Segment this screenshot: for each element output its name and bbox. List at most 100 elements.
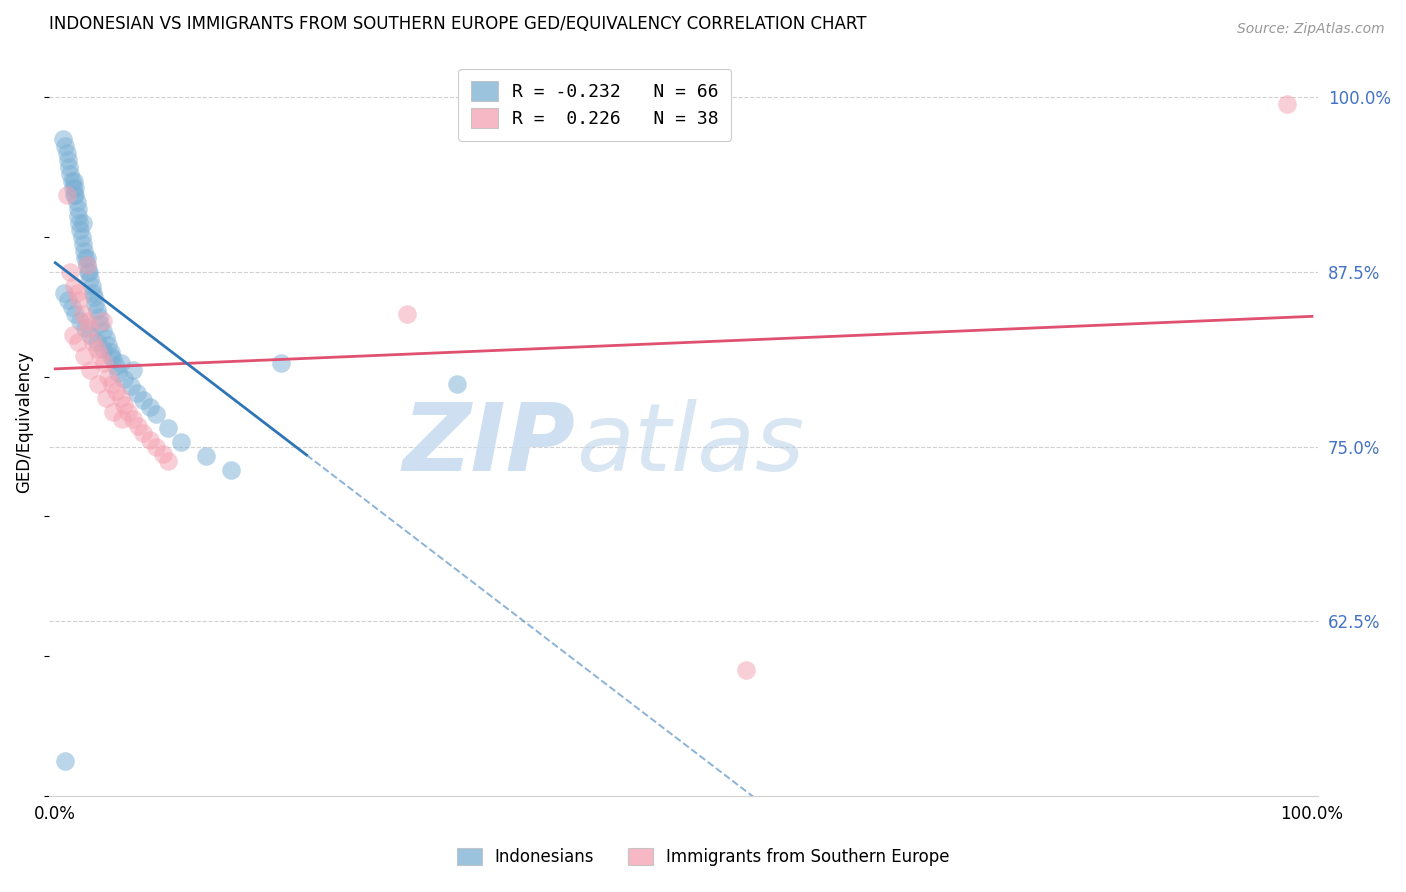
Point (117, 404, 139, 418)
Point (94, 330, 117, 344)
Point (86, 334, 108, 349)
Point (107, 366, 129, 380)
Point (70, 230, 93, 244)
Text: atlas: atlas (575, 399, 804, 490)
Point (63, 188, 86, 202)
Point (101, 376, 124, 391)
Point (93, 356, 115, 370)
Point (66, 202, 89, 216)
Point (132, 425, 155, 440)
Point (110, 356, 132, 370)
Point (132, 393, 155, 408)
Point (69, 314, 91, 328)
Point (55, 146, 77, 161)
Point (138, 401, 160, 415)
Point (53, 139, 76, 153)
Point (69, 223, 91, 237)
Point (55, 188, 77, 202)
Point (97, 369, 120, 384)
Point (76, 258, 98, 272)
Point (111, 411, 134, 425)
Point (82, 285, 104, 300)
Point (100, 349, 122, 363)
Point (77, 265, 100, 279)
Point (72, 216, 94, 230)
Point (120, 379, 142, 393)
Point (125, 386, 148, 401)
Point (157, 421, 180, 435)
Point (122, 362, 145, 376)
Point (73, 244, 96, 258)
Point (152, 446, 174, 460)
Point (73, 349, 96, 363)
Point (80, 279, 103, 293)
Point (91, 342, 114, 356)
Point (145, 440, 167, 454)
Point (60, 300, 83, 314)
Point (66, 334, 89, 349)
Text: INDONESIAN VS IMMIGRANTS FROM SOUTHERN EUROPE GED/EQUIVALENCY CORRELATION CHART: INDONESIAN VS IMMIGRANTS FROM SOUTHERN E… (49, 15, 866, 33)
Point (77, 265, 100, 279)
Point (89, 349, 111, 363)
Point (87, 376, 110, 391)
Point (112, 372, 135, 386)
Point (76, 258, 98, 272)
Point (65, 188, 87, 202)
Point (82, 334, 104, 349)
Point (65, 181, 87, 195)
Point (138, 433, 160, 447)
Point (122, 411, 145, 425)
Point (101, 351, 124, 366)
Point (75, 251, 97, 265)
Point (72, 307, 94, 321)
Point (58, 160, 80, 174)
Point (170, 435, 193, 450)
Point (65, 285, 87, 300)
Legend: Indonesians, Immigrants from Southern Europe: Indonesians, Immigrants from Southern Eu… (449, 840, 957, 875)
Point (76, 314, 98, 328)
Point (65, 195, 87, 210)
Point (53, 285, 76, 300)
Point (63, 279, 86, 293)
Point (53, 754, 76, 768)
Point (76, 251, 98, 265)
Point (63, 174, 86, 188)
Point (157, 453, 180, 467)
Point (396, 307, 419, 321)
Point (270, 356, 292, 370)
Point (91, 314, 114, 328)
Point (145, 408, 167, 422)
Point (86, 302, 108, 317)
Point (62, 327, 84, 342)
Point (56, 293, 79, 307)
Point (100, 344, 122, 359)
Point (219, 463, 242, 477)
Text: Source: ZipAtlas.com: Source: ZipAtlas.com (1237, 22, 1385, 37)
Point (89, 310, 111, 324)
Point (446, 376, 468, 391)
Point (112, 398, 135, 412)
Point (104, 359, 127, 373)
Point (94, 391, 117, 405)
Point (62, 181, 84, 195)
Point (97, 337, 120, 351)
Point (84, 297, 107, 311)
Point (83, 290, 105, 304)
Point (735, 663, 758, 677)
Point (56, 153, 79, 168)
Point (65, 307, 87, 321)
Point (79, 327, 101, 342)
Point (127, 418, 149, 433)
Point (89, 317, 111, 331)
Point (79, 362, 101, 376)
Point (75, 321, 97, 335)
Y-axis label: GED/Equivalency: GED/Equivalency (15, 351, 32, 493)
Point (1275, 97, 1298, 112)
Point (60, 174, 83, 188)
Point (66, 209, 89, 223)
Text: ZIP: ZIP (404, 399, 575, 491)
Point (59, 265, 82, 279)
Legend: R = -0.232   N = 66, R =  0.226   N = 38: R = -0.232 N = 66, R = 0.226 N = 38 (458, 69, 731, 141)
Point (101, 404, 124, 418)
Point (67, 293, 90, 307)
